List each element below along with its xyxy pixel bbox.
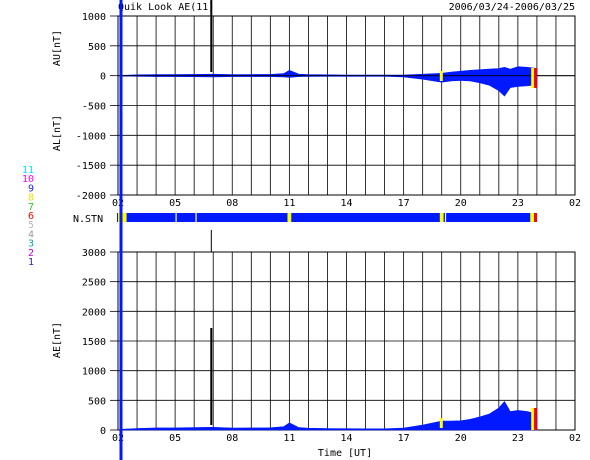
station-count-gap	[444, 213, 447, 222]
au-al-ytick-label: -1500	[76, 161, 106, 172]
au-al-ytick-label: 500	[88, 42, 106, 53]
al-axis-label: AL[nT]	[52, 115, 63, 151]
ae-area	[119, 400, 538, 431]
time-axis-label: Time [UT]	[318, 448, 372, 459]
au-al-xtick-label: 14	[340, 198, 352, 209]
au-axis-label: AU[nT]	[52, 30, 63, 66]
ae-ytick-label: 1500	[82, 337, 106, 348]
end-mark-red	[534, 68, 537, 88]
station-legend-item: 1	[28, 257, 34, 268]
au-al-xtick-label: 05	[169, 198, 181, 209]
station-count-segment	[530, 213, 535, 222]
au-al-xtick-label: 17	[398, 198, 410, 209]
ae-axis-label: AE[nT]	[52, 322, 63, 358]
ae-panel: 3000 2500 2000 1500 1000 500 0 02 05 08 11 14 17 20 2…	[52, 248, 581, 459]
station-count-segment	[439, 213, 444, 222]
ae-xtick-label: 20	[455, 433, 467, 444]
end-mark-yellow	[531, 408, 535, 430]
au-al-xtick-label: 11	[283, 198, 295, 209]
au-al-grid	[117, 15, 576, 196]
au-al-ytick-label: -1000	[76, 131, 106, 142]
end-mark-red	[534, 408, 537, 430]
ae-ytick-label: 2500	[82, 278, 106, 289]
au-al-envelope	[119, 66, 538, 97]
ae-xtick-label: 14	[340, 433, 352, 444]
station-count-gap	[175, 213, 177, 222]
chart-title: Quik Look AE(11)	[118, 2, 214, 13]
station-legend-item: 9	[28, 183, 34, 194]
station-legend-item: 8	[28, 193, 34, 204]
station-count-fill	[117, 213, 537, 222]
station-legend-item: 7	[28, 202, 34, 213]
station-legend-item: 4	[28, 229, 34, 240]
ae-xtick-label: 11	[283, 433, 295, 444]
ae-ytick-label: 3000	[82, 248, 106, 259]
au-al-xaxis-ticks: 02 05 08 11 14 17 20 23 02	[112, 198, 581, 209]
ae-grid	[117, 251, 576, 431]
date-range: 2006/03/24-2006/03/25	[449, 2, 575, 13]
station-count-segment	[287, 213, 292, 222]
au-al-xtick-label: 08	[226, 198, 238, 209]
au-al-yaxis-ticks: 1000 500 0 -500 -1000 -1500 -2000	[76, 12, 118, 202]
au-al-ytick-label: 1000	[82, 12, 106, 23]
ae-xtick-label: 02	[569, 433, 581, 444]
au-al-xtick-label: 23	[512, 198, 524, 209]
ae-xtick-label: 23	[512, 433, 524, 444]
au-al-ytick-label: -2000	[76, 191, 106, 202]
ae-xaxis-ticks: 02 05 08 11 14 17 20 23 02	[112, 433, 581, 444]
end-mark-yellow	[531, 68, 535, 88]
count-mark-yellow	[439, 418, 443, 428]
au-al-xtick-label: 02	[112, 198, 124, 209]
au-al-ytick-label: -500	[82, 102, 106, 113]
station-legend-item: 2	[28, 248, 34, 259]
station-count-bar: N.STN	[73, 213, 537, 225]
au-al-ytick-label: 0	[100, 72, 106, 83]
ae-data	[119, 400, 538, 431]
station-legend-item: 10	[22, 174, 34, 185]
station-legend-item: 11	[22, 165, 34, 176]
ae-ytick-label: 2000	[82, 307, 106, 318]
overlays	[119, 0, 537, 460]
au-al-xtick-label: 20	[455, 198, 467, 209]
station-count-segment	[534, 213, 537, 222]
ae-xtick-label: 08	[226, 433, 238, 444]
station-count-gap	[195, 213, 197, 222]
station-count-label: N.STN	[73, 214, 103, 225]
au-al-xtick-label: 02	[569, 198, 581, 209]
ae-yaxis-ticks: 3000 2500 2000 1500 1000 500 0	[82, 248, 118, 437]
au-al-panel: 1000 500 0 -500 -1000 -1500 -2000 02 05 08 11 14 17…	[52, 12, 581, 209]
station-legend-item: 5	[28, 220, 34, 231]
ae-ytick-label: 0	[100, 426, 106, 437]
station-legend-item: 6	[28, 211, 34, 222]
ae-xtick-label: 02	[112, 433, 124, 444]
ae-ytick-label: 500	[88, 396, 106, 407]
count-mark-yellow	[439, 71, 443, 81]
ae-ytick-label: 1000	[82, 367, 106, 378]
ae-xtick-label: 05	[169, 433, 181, 444]
ae-xtick-label: 17	[398, 433, 410, 444]
station-legend-item: 3	[28, 239, 34, 250]
